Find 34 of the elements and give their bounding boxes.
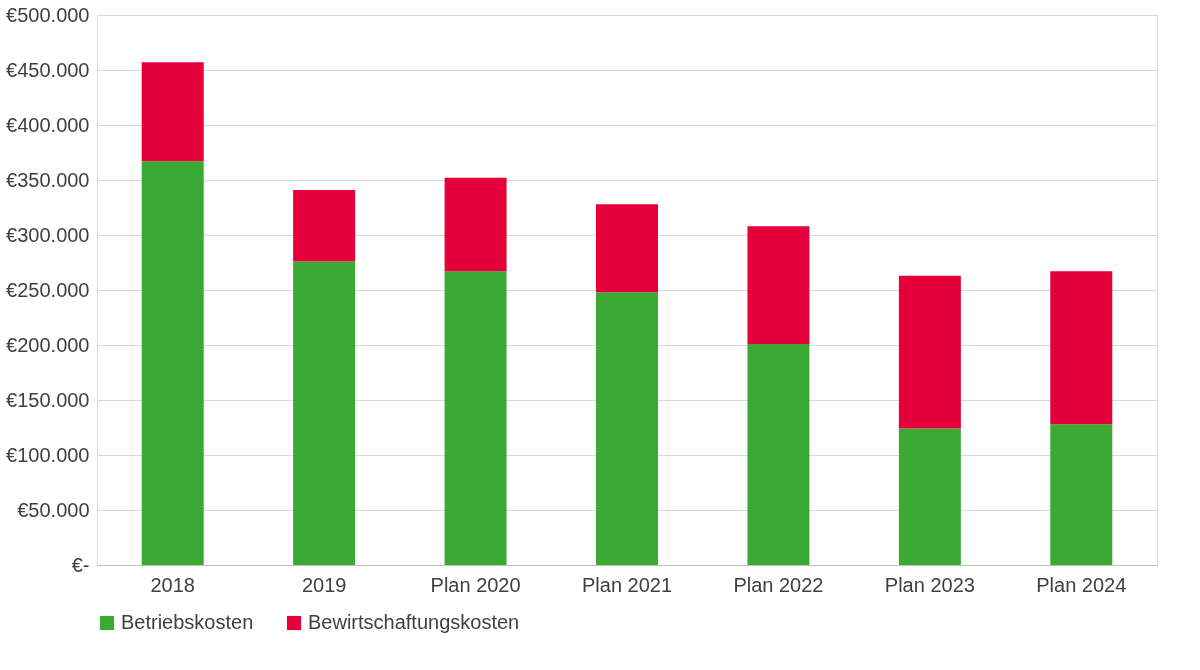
x-tick-label: Plan 2021 xyxy=(581,573,673,596)
y-tick-label: €500.000 xyxy=(6,3,90,26)
y-tick-label: €100.000 xyxy=(6,443,90,466)
y-tick-label: €- xyxy=(71,553,90,576)
y-tick-label: €150.000 xyxy=(6,388,90,411)
y-tick-label: €450.000 xyxy=(6,58,90,81)
bar xyxy=(444,271,507,565)
bar xyxy=(293,261,356,565)
bar xyxy=(596,292,658,565)
bar xyxy=(1050,424,1113,565)
bar xyxy=(898,275,961,429)
bar xyxy=(141,161,204,565)
bar xyxy=(898,428,961,565)
x-tick-label: Plan 2022 xyxy=(733,573,824,596)
bar xyxy=(141,62,204,162)
x-tick-label: Plan 2020 xyxy=(430,573,521,596)
y-tick-label: €200.000 xyxy=(6,333,90,356)
bar xyxy=(1050,271,1113,425)
y-tick-label: €350.000 xyxy=(6,168,90,191)
x-tick-label: Plan 2023 xyxy=(884,573,975,596)
y-tick-label: €400.000 xyxy=(6,113,90,136)
x-tick-label: 2018 xyxy=(150,573,195,596)
legend-label: Bewirtschaftungskosten xyxy=(308,611,520,633)
legend-label: Betriebskosten xyxy=(121,611,254,633)
bar xyxy=(747,343,810,565)
y-tick-label: €250.000 xyxy=(6,278,90,301)
y-tick-label: €300.000 xyxy=(6,223,90,246)
bar xyxy=(747,226,810,344)
x-tick-label: Plan 2024 xyxy=(1036,573,1127,596)
bar xyxy=(596,204,658,293)
x-tick-label: 2019 xyxy=(301,573,347,596)
y-tick-label: €50.000 xyxy=(17,498,90,521)
bar xyxy=(444,177,507,272)
bar xyxy=(293,189,356,262)
